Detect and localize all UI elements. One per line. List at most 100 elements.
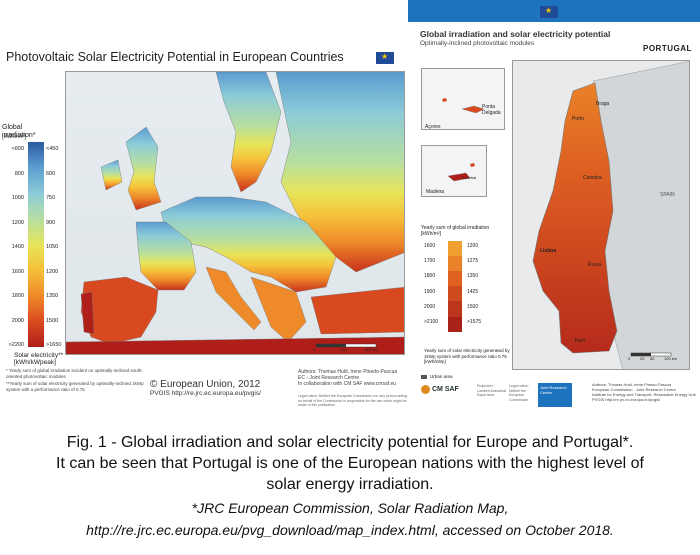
- europe-solar-units: [kWh/kWpeak]: [14, 359, 56, 366]
- caption-line-3: solar energy irradiation.: [266, 476, 434, 493]
- portugal-legend-irradiation-tick: 1600: [424, 243, 436, 249]
- europe-legend-colorbar: [28, 142, 44, 347]
- europe-legend-electricity-tick: 1200: [46, 268, 59, 275]
- europe-note-2: **Yearly sum of solar electricity genera…: [6, 381, 144, 392]
- portugal-legend-units: [kWh/m²]: [421, 231, 441, 237]
- europe-legend-electricity-tick: 1500: [46, 317, 59, 324]
- portugal-authors-line2: European Commission - Joint Research Cen…: [592, 387, 676, 392]
- europe-legend-electricity-tick: <450: [46, 146, 59, 152]
- europe-legend-electricity-tick: 1350: [46, 293, 59, 299]
- caption-line-2: It can be seen that Portugal is one of t…: [56, 455, 644, 472]
- city-faro: Faro: [575, 338, 586, 344]
- portugal-legal-note: Legal notice: Neither the European Commi…: [509, 384, 529, 402]
- europe-pvgis-link: PVGIS http://re.jrc.ec.europa.eu/pvgis/: [150, 390, 261, 397]
- europe-legend-irradiation-tick: 1000: [11, 195, 24, 201]
- eu-flag-icon: [376, 52, 394, 64]
- europe-legend-irradiation-tick: 1400: [11, 244, 24, 250]
- portugal-legend-irradiation-tick: 1900: [424, 288, 436, 295]
- figure-source: *JRC European Commission, Solar Radiatio…: [0, 497, 700, 541]
- portugal-authors-line3: Institute for Energy and Transport, Rene…: [592, 392, 696, 397]
- funchal-label: Funchal: [462, 175, 477, 180]
- portugal-legend-colorbar: [448, 241, 462, 332]
- europe-legend-units: [kWh/m²]: [2, 134, 26, 140]
- europe-authors-line3: In collaboration with CM SAF www.cmsaf.e…: [298, 381, 397, 387]
- portugal-legend-electricity-tick: >1575: [467, 319, 482, 325]
- portugal-legend-electricity-tick: 1200: [467, 243, 479, 249]
- urban-area-label: Urban area: [430, 374, 453, 379]
- city-porto: Porto: [572, 116, 584, 122]
- portugal-authors-line4: PVGIS http://re.jrc.ec.europa.eu/pvgis/: [592, 397, 661, 402]
- europe-legend-irradiation-tick: 1200: [11, 219, 24, 226]
- europe-legend-irradiation-tick: 800: [14, 170, 24, 177]
- europe-legend-irradiation-tick: 1800: [11, 293, 24, 299]
- portugal-authors: Authors: Thomas Huld, Irene Pinedo-Pascu…: [592, 382, 696, 402]
- madeira-label: Madeira: [426, 189, 445, 195]
- portugal-legend-irradiation-tick: 1700: [424, 258, 436, 265]
- cmsaf-logo-icon: [421, 385, 430, 394]
- europe-legend-title: Global irradiation*: [2, 124, 36, 139]
- europe-scale-800: 800 km: [365, 347, 379, 352]
- europe-solar-label-text: Solar electricity**: [14, 352, 64, 359]
- portugal-authors-line1: Authors: Thomas Huld, Irene Pinedo-Pascu…: [592, 382, 672, 387]
- caption-line-1: Fig. 1 - Global irradiation and solar el…: [66, 434, 634, 451]
- europe-map: [65, 71, 405, 355]
- azores-inset: [421, 68, 505, 130]
- portugal-country-label: PORTUGAL: [643, 44, 692, 53]
- europe-authors: Authors: Thomas Huld, Irene Pinedo-Pascu…: [298, 369, 397, 387]
- spain-label: SPAIN: [660, 192, 675, 198]
- europe-legend-irradiation-tick: <600: [11, 146, 24, 152]
- portugal-map: [512, 60, 690, 370]
- europe-legend-irradiation-tick: 1600: [11, 268, 24, 275]
- europe-scale-400: 400: [340, 347, 347, 352]
- portugal-map-subtitle: Optimally-inclined photovoltaic modules: [420, 40, 535, 47]
- europe-legal-notice: Legal notice: Neither the European Commi…: [298, 394, 407, 407]
- portugal-scale-25: 25: [640, 356, 645, 361]
- ponta-delgada-label: Ponta Delgada: [482, 104, 501, 116]
- figure-caption: Fig. 1 - Global irradiation and solar el…: [0, 432, 700, 495]
- azores-label: Açores: [425, 124, 441, 130]
- portugal-legend-electricity-tick: 1350: [467, 273, 479, 280]
- europe-solar-label: Solar electricity** [kWh/kWpeak]: [14, 352, 63, 366]
- europe-note-1: * Yearly sum of global irradiation incid…: [6, 368, 143, 379]
- portugal-map-title: Global irradiation and solar electricity…: [420, 29, 611, 39]
- portugal-legend-irradiation-tick: 1800: [424, 273, 436, 280]
- city-braga: Braga: [596, 101, 610, 107]
- portugal-map-graphic: [532, 61, 689, 369]
- europe-legend-electricity-tick: >1650: [46, 342, 62, 348]
- portugal-legend-irradiation-tick: >2100: [424, 319, 439, 325]
- europe-notes: * Yearly sum of global irradiation incid…: [6, 368, 146, 392]
- portugal-scale-50: 50: [650, 356, 655, 361]
- europe-map-title: Photovoltaic Solar Electricity Potential…: [6, 50, 344, 64]
- portugal-legend-irradiation-tick: 2000: [424, 303, 436, 310]
- europe-legend-electricity-tick: 600: [46, 170, 56, 177]
- europe-scale-0: 0: [313, 347, 316, 352]
- portugal-solar-label-text: Yearly sum of solar electricity generate…: [424, 348, 510, 359]
- europe-map-graphic: [66, 72, 404, 354]
- jrc-logo: Joint Research Centre: [538, 383, 572, 407]
- europe-legend-electricity-tick: 900: [46, 219, 56, 226]
- portugal-projection-note: Projection: Lambert Azimuthal Equal Area: [477, 384, 506, 397]
- europe-authors-line2: EC - Joint Research Centre: [298, 375, 360, 381]
- europe-legend-irradiation-tick: 2000: [11, 317, 24, 324]
- portugal-solar-units: [kWh/kWp]: [424, 359, 446, 364]
- portugal-legend-electricity-tick: 1500: [467, 303, 479, 310]
- europe-legend-irradiation-tick: >2200: [8, 342, 24, 348]
- city-evora: Évora: [588, 262, 602, 268]
- source-line-2: http://re.jrc.ec.europa.eu/pvg_download/…: [86, 522, 614, 538]
- portugal-scale-0: 0: [628, 356, 631, 361]
- eu-flag-icon: [540, 6, 558, 18]
- urban-area-swatch: [421, 375, 427, 379]
- europe-authors-line1: Authors: Thomas Huld, Irene Pinedo-Pascu…: [298, 369, 398, 375]
- city-coimbra: Coimbra: [583, 175, 602, 181]
- portugal-solar-label: Yearly sum of solar electricity generate…: [424, 348, 514, 365]
- europe-legend-electricity-tick: 1050: [46, 244, 59, 250]
- portugal-legend-title: Yearly sum of global irradiation [kWh/m²…: [421, 225, 489, 237]
- europe-legend-electricity-tick: 750: [46, 195, 56, 201]
- portugal-legend-title-text: Yearly sum of global irradiation: [421, 225, 490, 231]
- cmsaf-logo: CM SAF: [432, 386, 459, 393]
- source-line-1: *JRC European Commission, Solar Radiatio…: [191, 500, 509, 516]
- city-lisboa: Lisboa: [540, 248, 557, 254]
- madeira-inset-graphic: [447, 163, 475, 182]
- europe-copyright: © European Union, 2012: [150, 379, 261, 390]
- madeira-inset: [421, 145, 487, 197]
